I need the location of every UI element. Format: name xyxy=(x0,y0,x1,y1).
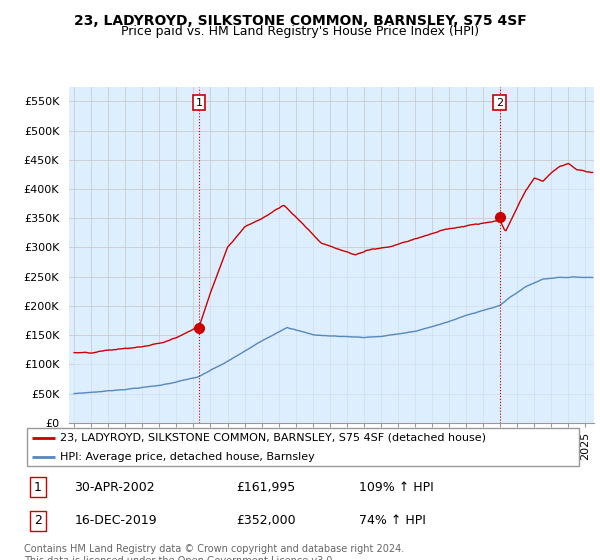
Text: 2: 2 xyxy=(496,97,503,108)
Text: 1: 1 xyxy=(34,480,42,494)
Text: 23, LADYROYD, SILKSTONE COMMON, BARNSLEY, S75 4SF: 23, LADYROYD, SILKSTONE COMMON, BARNSLEY… xyxy=(74,14,526,28)
Text: 30-APR-2002: 30-APR-2002 xyxy=(74,480,155,494)
Text: 1: 1 xyxy=(196,97,203,108)
Text: £161,995: £161,995 xyxy=(236,480,295,494)
Text: Price paid vs. HM Land Registry's House Price Index (HPI): Price paid vs. HM Land Registry's House … xyxy=(121,25,479,38)
Text: 2: 2 xyxy=(34,514,42,528)
Text: £352,000: £352,000 xyxy=(236,514,296,528)
Text: 74% ↑ HPI: 74% ↑ HPI xyxy=(359,514,425,528)
FancyBboxPatch shape xyxy=(27,428,579,466)
Text: 23, LADYROYD, SILKSTONE COMMON, BARNSLEY, S75 4SF (detached house): 23, LADYROYD, SILKSTONE COMMON, BARNSLEY… xyxy=(60,433,486,443)
Text: Contains HM Land Registry data © Crown copyright and database right 2024.
This d: Contains HM Land Registry data © Crown c… xyxy=(24,544,404,560)
Text: 109% ↑ HPI: 109% ↑ HPI xyxy=(359,480,434,494)
Text: 16-DEC-2019: 16-DEC-2019 xyxy=(74,514,157,528)
Text: HPI: Average price, detached house, Barnsley: HPI: Average price, detached house, Barn… xyxy=(60,451,315,461)
